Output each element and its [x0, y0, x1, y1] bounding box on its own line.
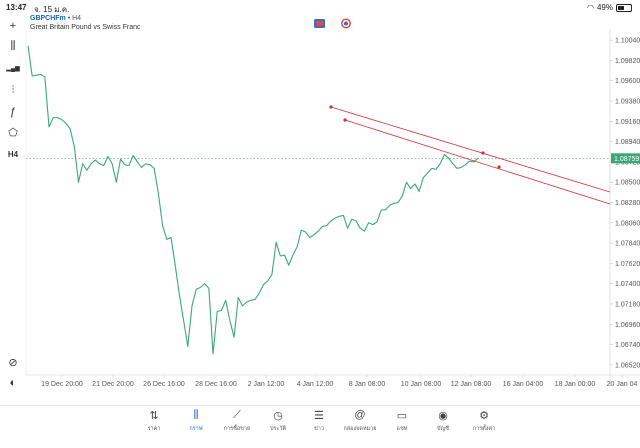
nav-label: ประวัติ: [269, 426, 287, 432]
price-axis-label: 1.08500: [615, 180, 640, 187]
price-axis-label: 1.09380: [615, 99, 640, 106]
price-axis-label: 1.07180: [615, 301, 640, 308]
chart-toolbar: + ⫼ ▂▄▆ ⫶ ƒ ⬠ H4 ⊘ ◐: [0, 14, 26, 389]
objects-icon[interactable]: ⬠: [8, 126, 18, 139]
settings-icon: ⚙: [479, 410, 489, 422]
battery-icon: [616, 3, 632, 12]
one-click-trading-icon-inner: [316, 21, 323, 26]
nav-label: บัญชี: [437, 426, 449, 432]
status-time: 13:47: [6, 3, 27, 12]
wifi-icon: ◠: [587, 3, 594, 12]
price-axis-label: 1.08280: [615, 200, 640, 207]
nav-history[interactable]: ◷ ประวัติ: [258, 409, 298, 433]
time-axis-label: 8 Jan 08:00: [349, 381, 386, 388]
color-scheme-icon[interactable]: ◐: [9, 377, 17, 389]
price-axis-label: 1.10040: [615, 38, 640, 45]
nav-label: การซื้อขาย: [223, 426, 251, 432]
time-axis-label: 21 Dec 20:00: [92, 381, 134, 388]
time-axis-label: 2 Jan 12:00: [248, 381, 285, 388]
channel-anchor-point[interactable]: [329, 105, 333, 109]
status-date: จ. 15 ม.ค.: [34, 5, 70, 14]
nav-settings[interactable]: ⚙ การตั้งค่า: [464, 409, 504, 433]
nav-label: กล่องจดหมาย: [343, 426, 377, 432]
price-axis-label: 1.09820: [615, 58, 640, 65]
nav-label: ราคา: [147, 426, 161, 432]
nav-label: การตั้งค่า: [472, 426, 496, 432]
timeframe-label[interactable]: H4: [7, 149, 19, 159]
status-bar: 13:47 จ. 15 ม.ค. ◠ 49%: [0, 0, 640, 14]
chart-settings-icon[interactable]: [341, 18, 351, 29]
trade-icon: ⟋: [233, 409, 241, 421]
nav-quotes[interactable]: ⇅ ราคา: [134, 409, 174, 433]
crosshair-icon[interactable]: +: [9, 20, 17, 32]
channel-anchor-point[interactable]: [481, 151, 485, 155]
symbol-name: GBPCHFm: [30, 15, 66, 22]
price-axis-label: 1.09600: [615, 78, 640, 85]
time-axis-label: 12 Jan 08:00: [451, 381, 492, 388]
price-axis-label: 1.09160: [615, 119, 640, 126]
symbol-description: Great Britain Pound vs Swiss Franc: [30, 24, 141, 31]
price-axis-label: 1.06960: [615, 322, 640, 329]
price-axis-label: 1.08060: [615, 220, 640, 227]
symbol-timeframe: H4: [72, 15, 82, 22]
time-axis-label: 28 Dec 16:00: [195, 381, 237, 388]
time-axis-label: 19 Dec 20:00: [41, 381, 83, 388]
nav-chat[interactable]: ▭ แชท: [382, 409, 422, 433]
nav-trade[interactable]: ⟋ การซื้อขาย: [217, 409, 257, 433]
battery-percent: 49%: [596, 3, 613, 12]
history-icon: ◷: [273, 410, 283, 422]
price-axis-label: 1.08940: [615, 139, 640, 146]
time-axis-label: 18 Jan 00:00: [555, 381, 596, 388]
function-icon[interactable]: ƒ: [9, 106, 17, 118]
nav-label: แชท: [396, 426, 408, 432]
channel-anchor-point[interactable]: [343, 118, 347, 122]
channel-lower-line[interactable]: [344, 119, 611, 205]
current-price-badge: [611, 153, 640, 164]
chart-settings-icon-inner: [344, 21, 348, 26]
chart-icon: ⫼: [193, 409, 199, 421]
time-axis-label: 4 Jan 12:00: [297, 381, 334, 388]
channel-upper-line[interactable]: [330, 106, 611, 193]
nav-label: กราฟ: [189, 426, 203, 432]
chat-icon: ▭: [396, 410, 408, 422]
time-axis-label: 20 Jan 04: [607, 381, 638, 388]
price-axis-label: 1.07840: [615, 241, 640, 248]
time-axis-label: 26 Dec 16:00: [143, 381, 185, 388]
mailbox-icon: @: [354, 409, 366, 421]
nav-label: ข่าว: [314, 426, 324, 432]
price-axis-label: 1.06740: [615, 342, 640, 349]
nav-news[interactable]: ☰ ข่าว: [299, 409, 339, 433]
candlestick-icon[interactable]: ⫼: [10, 39, 16, 52]
time-axis-label: 10 Jan 08:00: [401, 381, 442, 388]
price-axis-label: 1.07400: [615, 281, 640, 288]
bar-chart-icon[interactable]: ▂▄▆: [6, 65, 20, 72]
indicators-icon[interactable]: ⫶: [11, 83, 15, 96]
quotes-icon: ⇅: [149, 410, 159, 422]
nav-chart[interactable]: ⫼ กราฟ: [176, 409, 216, 433]
bottom-navigation: ⇅ ราคา ⫼ กราฟ ⟋ การซื้อขาย ◷ ประวัติ ☰ ข่าว @ กล่อง…: [0, 405, 640, 448]
zoom-fit-icon[interactable]: ⊘: [8, 356, 18, 369]
nav-mailbox[interactable]: @ กล่องจดหมาย: [340, 409, 380, 433]
price-axis-label: 1.07620: [615, 261, 640, 268]
channel-anchor-point[interactable]: [497, 165, 501, 169]
symbol-title[interactable]: GBPCHFm • H4: [30, 15, 82, 22]
accounts-icon: ◉: [438, 410, 448, 422]
news-icon: ☰: [314, 410, 324, 422]
price-series-line: [27, 45, 479, 355]
current-price-label: 1.08759: [614, 156, 639, 163]
price-axis-label: 1.06520: [615, 362, 640, 369]
time-axis-label: 16 Jan 04:00: [503, 381, 544, 388]
nav-accounts[interactable]: ◉ บัญชี: [423, 409, 463, 433]
